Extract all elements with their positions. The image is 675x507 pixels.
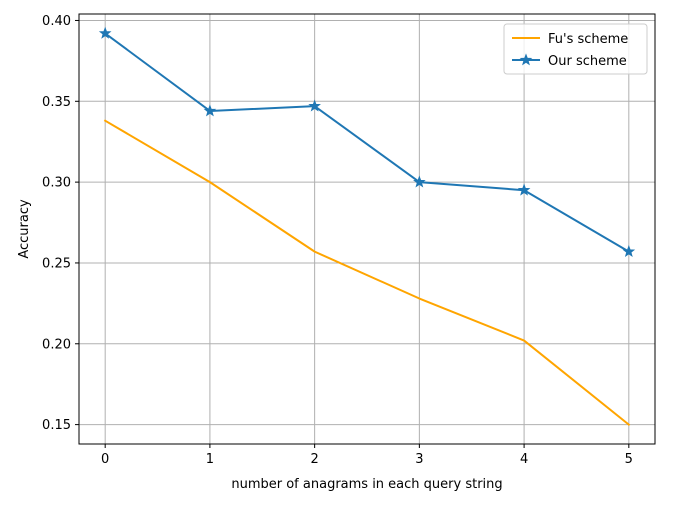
series-our-scheme xyxy=(98,26,636,258)
x-axis-label: number of anagrams in each query string xyxy=(231,477,502,492)
x-tick-label: 2 xyxy=(310,452,318,467)
y-tick-label: 0.30 xyxy=(42,176,71,191)
legend-entry: Our scheme xyxy=(512,53,627,69)
series-line xyxy=(103,32,631,253)
series-fu-s-scheme xyxy=(103,119,631,427)
legend: Fu's scheme Our scheme xyxy=(503,23,648,75)
y-axis-label: Accuracy xyxy=(17,199,32,259)
legend-label: Our scheme xyxy=(548,54,627,69)
data-point-star xyxy=(517,183,531,196)
data-point-star xyxy=(413,175,426,188)
series-line xyxy=(103,119,631,427)
legend-label: Fu's scheme xyxy=(548,32,628,47)
x-tick-label: 5 xyxy=(625,452,633,467)
y-tick-label: 0.20 xyxy=(42,337,71,352)
x-tick-label: 3 xyxy=(415,452,423,467)
series-layer xyxy=(98,26,636,427)
y-tick-label: 0.40 xyxy=(42,14,71,29)
axes: 0 1 2 3 4 5 0.15 0.20 0.25 0.30 0.35 0.40 xyxy=(42,14,633,467)
data-point-star xyxy=(308,99,321,112)
y-tick-label: 0.25 xyxy=(42,256,71,271)
plot-frame xyxy=(78,13,656,445)
y-tick-label: 0.35 xyxy=(42,95,71,110)
legend-entry: Fu's scheme xyxy=(512,32,628,47)
legend-box xyxy=(503,23,648,75)
data-point-star xyxy=(622,244,636,258)
grid xyxy=(79,14,655,444)
data-point-star xyxy=(203,104,217,117)
legend-star-marker xyxy=(519,53,533,66)
y-tick-label: 0.15 xyxy=(42,418,71,433)
x-tick-label: 4 xyxy=(520,452,528,467)
x-tick-label: 0 xyxy=(101,452,109,467)
data-point-star xyxy=(98,26,112,39)
x-tick-label: 1 xyxy=(206,452,214,467)
